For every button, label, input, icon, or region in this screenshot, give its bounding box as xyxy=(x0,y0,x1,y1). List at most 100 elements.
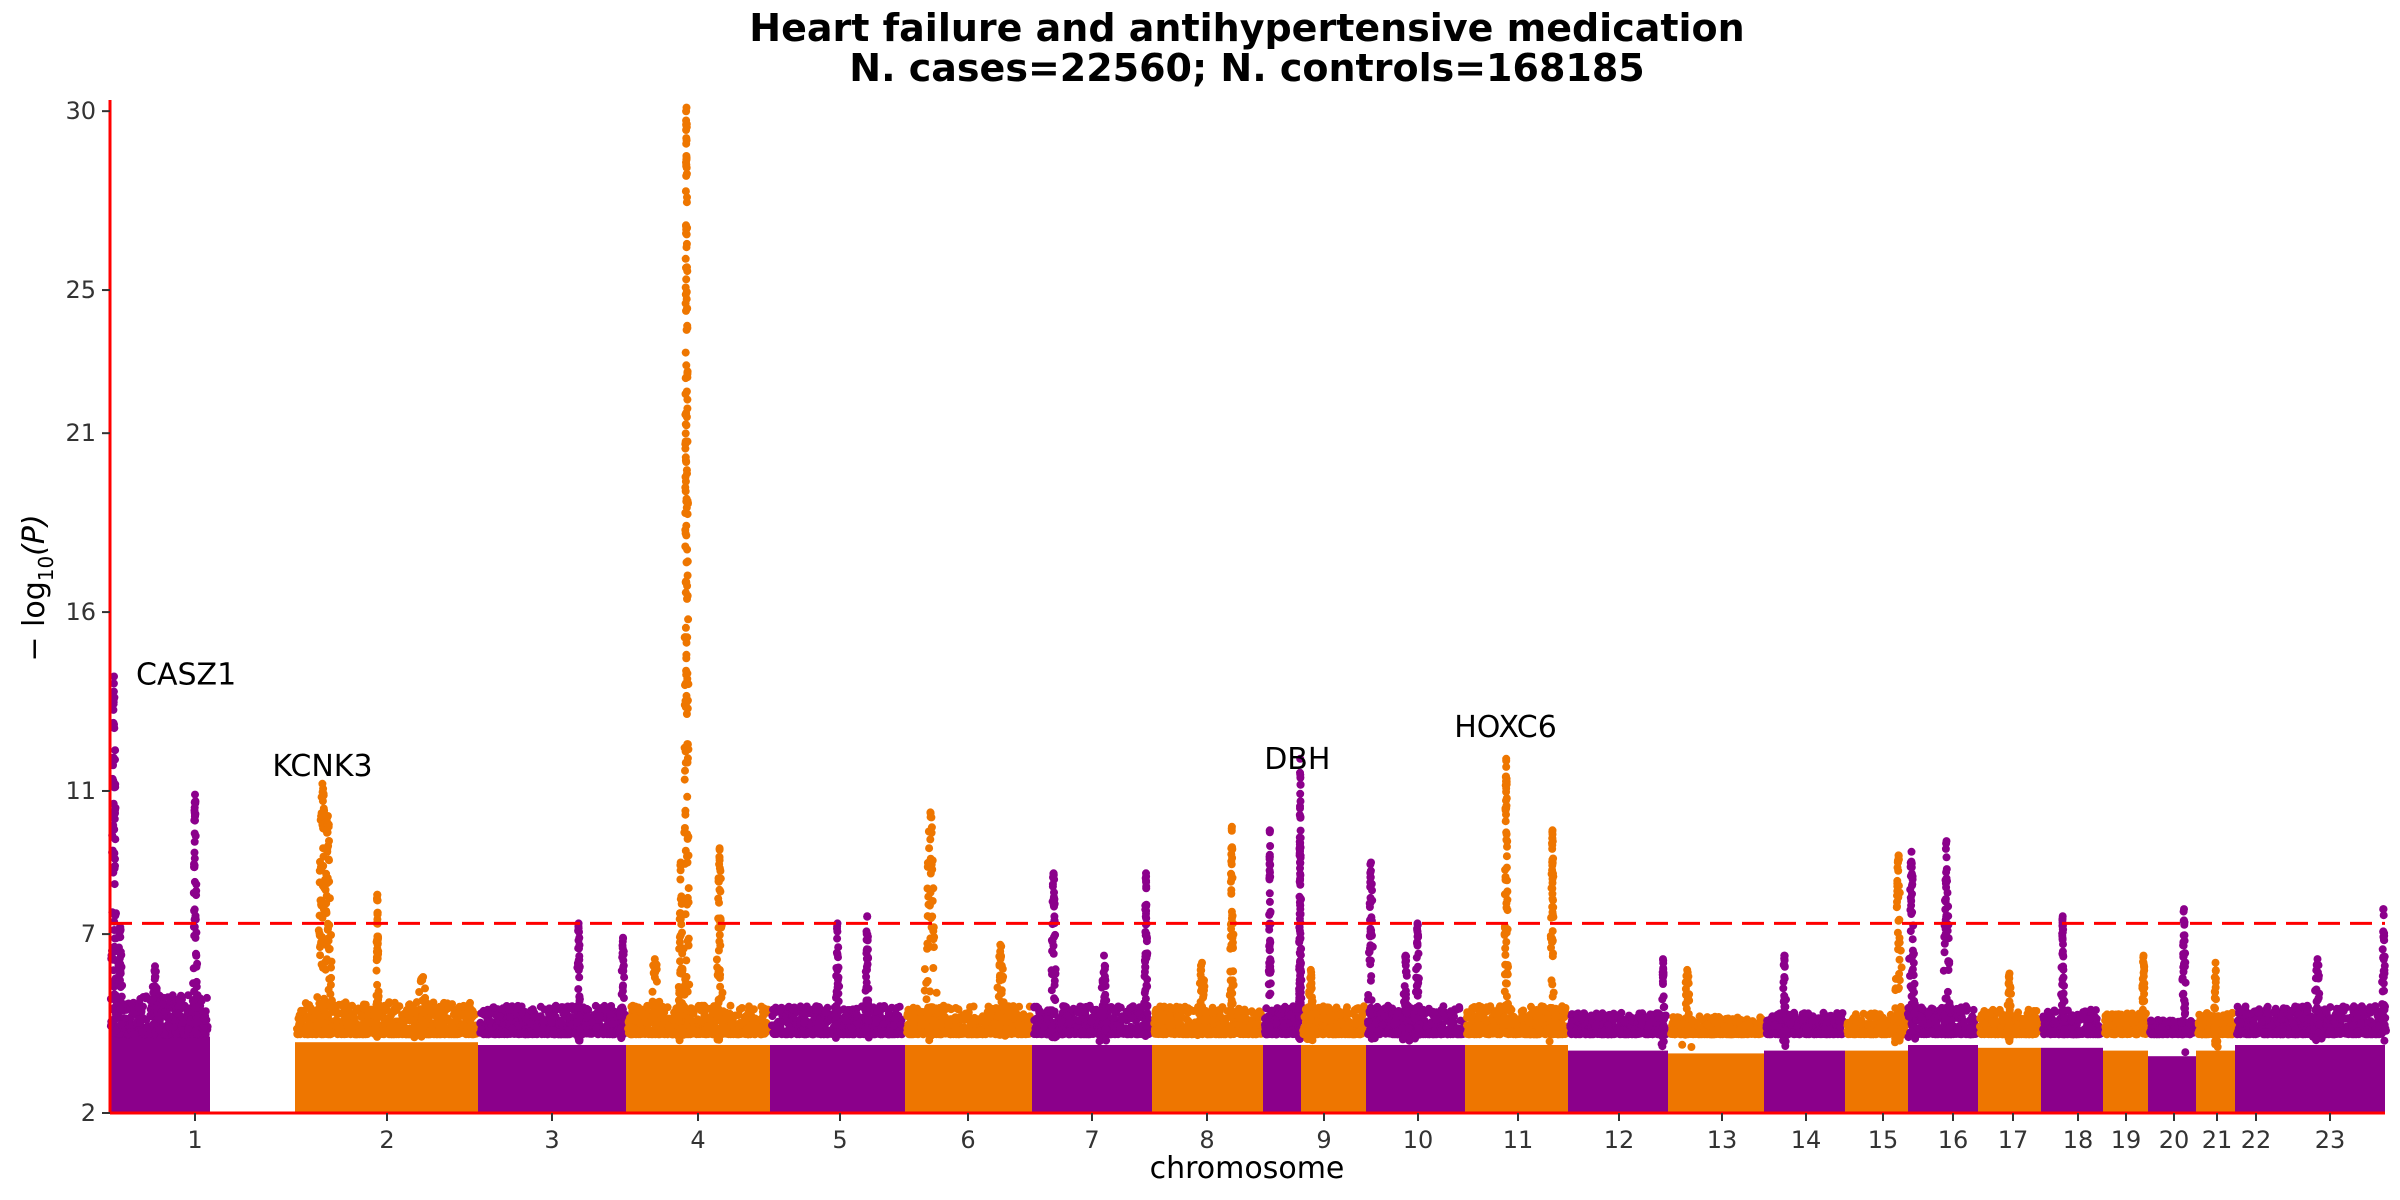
snp-point xyxy=(320,994,329,1003)
snp-point xyxy=(539,1024,547,1033)
snp-point xyxy=(617,990,626,999)
snp-point xyxy=(922,995,931,1004)
snp-point xyxy=(112,1026,121,1035)
snp-point xyxy=(506,1013,514,1022)
snp-point xyxy=(451,1016,460,1025)
peak-point xyxy=(116,922,124,931)
snp-point xyxy=(713,963,722,972)
snp-point xyxy=(873,1006,882,1015)
snp-point xyxy=(931,1018,940,1027)
snp-point xyxy=(574,1004,582,1012)
snp-point xyxy=(744,1008,753,1017)
peak-point xyxy=(1142,869,1150,878)
snp-point xyxy=(677,1002,686,1011)
snp-point xyxy=(1030,1002,1039,1011)
snp-point xyxy=(566,1013,575,1021)
snp-point xyxy=(1242,1024,1251,1033)
snp-point xyxy=(863,1031,872,1039)
snp-point xyxy=(343,1017,352,1026)
snp-point xyxy=(139,993,148,1001)
snp-point xyxy=(409,1023,418,1032)
snp-point xyxy=(619,981,627,990)
snp-point xyxy=(682,421,691,430)
snp-point xyxy=(680,633,689,642)
snp-point xyxy=(1050,888,1058,897)
snp-point xyxy=(190,848,199,857)
peak-point xyxy=(191,790,199,799)
snp-point xyxy=(466,998,474,1007)
snp-point xyxy=(357,1011,366,1020)
snp-point xyxy=(682,275,691,284)
snp-point xyxy=(319,861,328,870)
snp-point xyxy=(341,1029,349,1038)
snp-point xyxy=(305,1026,314,1035)
snp-point xyxy=(694,1003,703,1012)
snp-point xyxy=(1216,1012,1225,1021)
snp-point xyxy=(463,1014,472,1023)
snp-point xyxy=(800,1018,809,1027)
snp-point xyxy=(202,993,211,1002)
snp-point xyxy=(681,410,690,419)
snp-point xyxy=(374,1009,383,1018)
snp-point xyxy=(930,933,939,942)
snp-point xyxy=(152,984,161,993)
snp-point xyxy=(145,1029,154,1038)
snp-point xyxy=(322,955,331,964)
snp-point xyxy=(190,931,199,940)
snp-point xyxy=(587,1018,596,1027)
snp-point xyxy=(574,936,583,945)
snp-point xyxy=(681,477,690,486)
snp-point xyxy=(319,789,328,798)
snp-point xyxy=(536,1002,545,1011)
snp-point xyxy=(682,139,691,148)
snp-point xyxy=(683,696,692,705)
snp-point xyxy=(681,623,690,632)
snp-point xyxy=(1122,1030,1131,1039)
snp-point xyxy=(1102,1036,1111,1045)
snp-point xyxy=(1001,1031,1010,1040)
snp-point xyxy=(582,1004,591,1013)
snp-point xyxy=(681,374,690,383)
snp-point xyxy=(325,894,334,903)
snp-point xyxy=(402,1024,411,1033)
snp-point xyxy=(339,1000,348,1009)
snp-point xyxy=(138,1028,147,1037)
snp-point xyxy=(1141,905,1150,914)
snp-point xyxy=(681,439,690,448)
snp-point xyxy=(192,886,201,895)
snp-point xyxy=(966,1003,975,1012)
snp-point xyxy=(110,783,119,792)
snp-point xyxy=(893,1003,902,1012)
snp-point xyxy=(608,1030,617,1039)
snp-point xyxy=(327,963,335,972)
snp-point xyxy=(929,884,938,893)
snp-point xyxy=(991,1004,1000,1013)
snp-point xyxy=(111,854,119,863)
snp-point xyxy=(1143,982,1152,991)
snp-point xyxy=(726,1001,735,1010)
snp-point xyxy=(684,615,693,624)
snp-point xyxy=(155,1012,164,1021)
snp-point xyxy=(681,806,690,815)
snp-point xyxy=(852,1010,861,1019)
snp-point xyxy=(332,1016,341,1024)
snp-point xyxy=(681,348,690,357)
snp-point xyxy=(436,1002,445,1011)
snp-point xyxy=(983,1026,992,1035)
snp-point xyxy=(190,905,199,914)
snp-point xyxy=(449,1010,458,1019)
snp-point xyxy=(1085,1001,1094,1010)
snp-point xyxy=(595,1011,604,1020)
snp-point xyxy=(834,963,843,972)
snp-point xyxy=(681,390,690,398)
snp-point xyxy=(862,945,871,954)
snp-point xyxy=(321,1008,330,1017)
snp-point xyxy=(834,973,843,982)
snp-point xyxy=(749,1017,758,1026)
snp-point xyxy=(336,1023,345,1032)
snp-point xyxy=(448,1000,457,1009)
snp-point xyxy=(575,992,584,1001)
snp-point xyxy=(421,984,429,993)
snp-point xyxy=(682,295,691,304)
snp-point xyxy=(518,1008,526,1017)
